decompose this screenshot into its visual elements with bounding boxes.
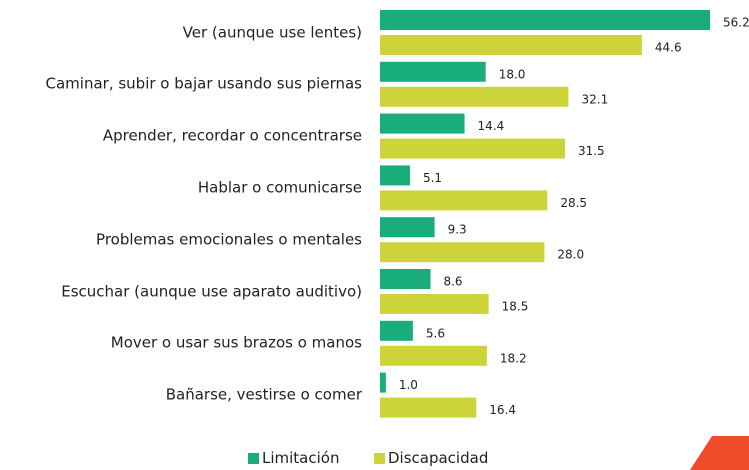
value-label: 44.6	[655, 41, 682, 55]
category-text: Bañarse, vestirse o comer	[165, 385, 362, 404]
value-label: 18.0	[499, 67, 526, 81]
value-label: 56.2	[723, 16, 749, 30]
value-label: 16.4	[489, 403, 516, 417]
legend-swatch	[374, 452, 385, 464]
category-label: Mover o usar sus brazos o manos	[2, 334, 362, 353]
value-label: 9.3	[448, 223, 467, 237]
category-text: Aprender, recordar o concentrarse	[102, 126, 362, 145]
bar	[380, 190, 548, 211]
bar	[380, 217, 435, 238]
legend-item: Limitación	[248, 449, 339, 467]
category-label: Escuchar (aunque use aparato auditivo)	[2, 282, 362, 301]
value-label: 5.6	[426, 326, 445, 340]
value-label: 31.5	[578, 144, 605, 158]
bar	[380, 165, 410, 186]
legend-label: Limitación	[262, 449, 340, 467]
category-label: Problemas emocionales o mentales	[2, 230, 362, 249]
category-text: Caminar, subir o bajar usando sus pierna…	[45, 74, 362, 93]
value-label: 5.1	[423, 171, 442, 185]
bar	[380, 61, 486, 82]
value-label: 18.5	[502, 300, 529, 314]
bar	[380, 372, 386, 393]
bar	[380, 35, 642, 55]
category-label: Hablar o comunicarse	[2, 178, 362, 197]
bar	[380, 138, 565, 159]
category-label: Bañarse, vestirse o comer	[2, 386, 362, 405]
value-label: 28.5	[560, 196, 587, 210]
legend-item: Discapacidad	[374, 449, 488, 467]
legend-swatch	[248, 452, 259, 464]
bar	[380, 345, 487, 366]
category-text: Hablar o comunicarse	[197, 178, 362, 197]
bar	[380, 397, 477, 418]
value-label: 32.1	[581, 92, 608, 106]
value-label: 18.2	[500, 351, 527, 365]
category-text: Problemas emocionales o mentales	[96, 230, 362, 249]
value-label: 1.0	[399, 378, 418, 392]
value-label: 14.4	[478, 119, 505, 133]
bar	[380, 113, 465, 134]
value-label: 28.0	[557, 248, 584, 262]
bar	[380, 269, 431, 289]
category-label: Aprender, recordar o concentrarse	[2, 127, 362, 146]
category-text: Mover o usar sus brazos o manos	[110, 333, 362, 352]
category-label: Ver (aunque use lentes)	[2, 23, 362, 42]
category-label: Caminar, subir o bajar usando sus pierna…	[2, 75, 362, 94]
bar	[380, 294, 489, 314]
category-text: Escuchar (aunque use aparato auditivo)	[61, 282, 362, 300]
bar	[380, 242, 545, 263]
legend-label: Discapacidad	[388, 449, 489, 467]
bar	[380, 86, 569, 107]
corner-decoration	[690, 436, 749, 470]
bar	[380, 320, 413, 341]
category-text: Ver (aunque use lentes)	[182, 23, 362, 41]
bar	[380, 10, 710, 30]
value-label: 8.6	[443, 275, 462, 289]
